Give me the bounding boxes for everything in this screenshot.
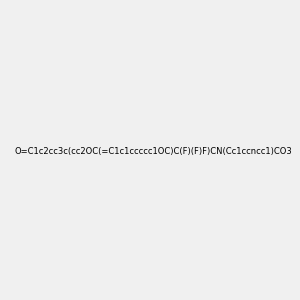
Text: O=C1c2cc3c(cc2OC(=C1c1ccccc1OC)C(F)(F)F)CN(Cc1ccncc1)CO3: O=C1c2cc3c(cc2OC(=C1c1ccccc1OC)C(F)(F)F)… xyxy=(15,147,292,156)
